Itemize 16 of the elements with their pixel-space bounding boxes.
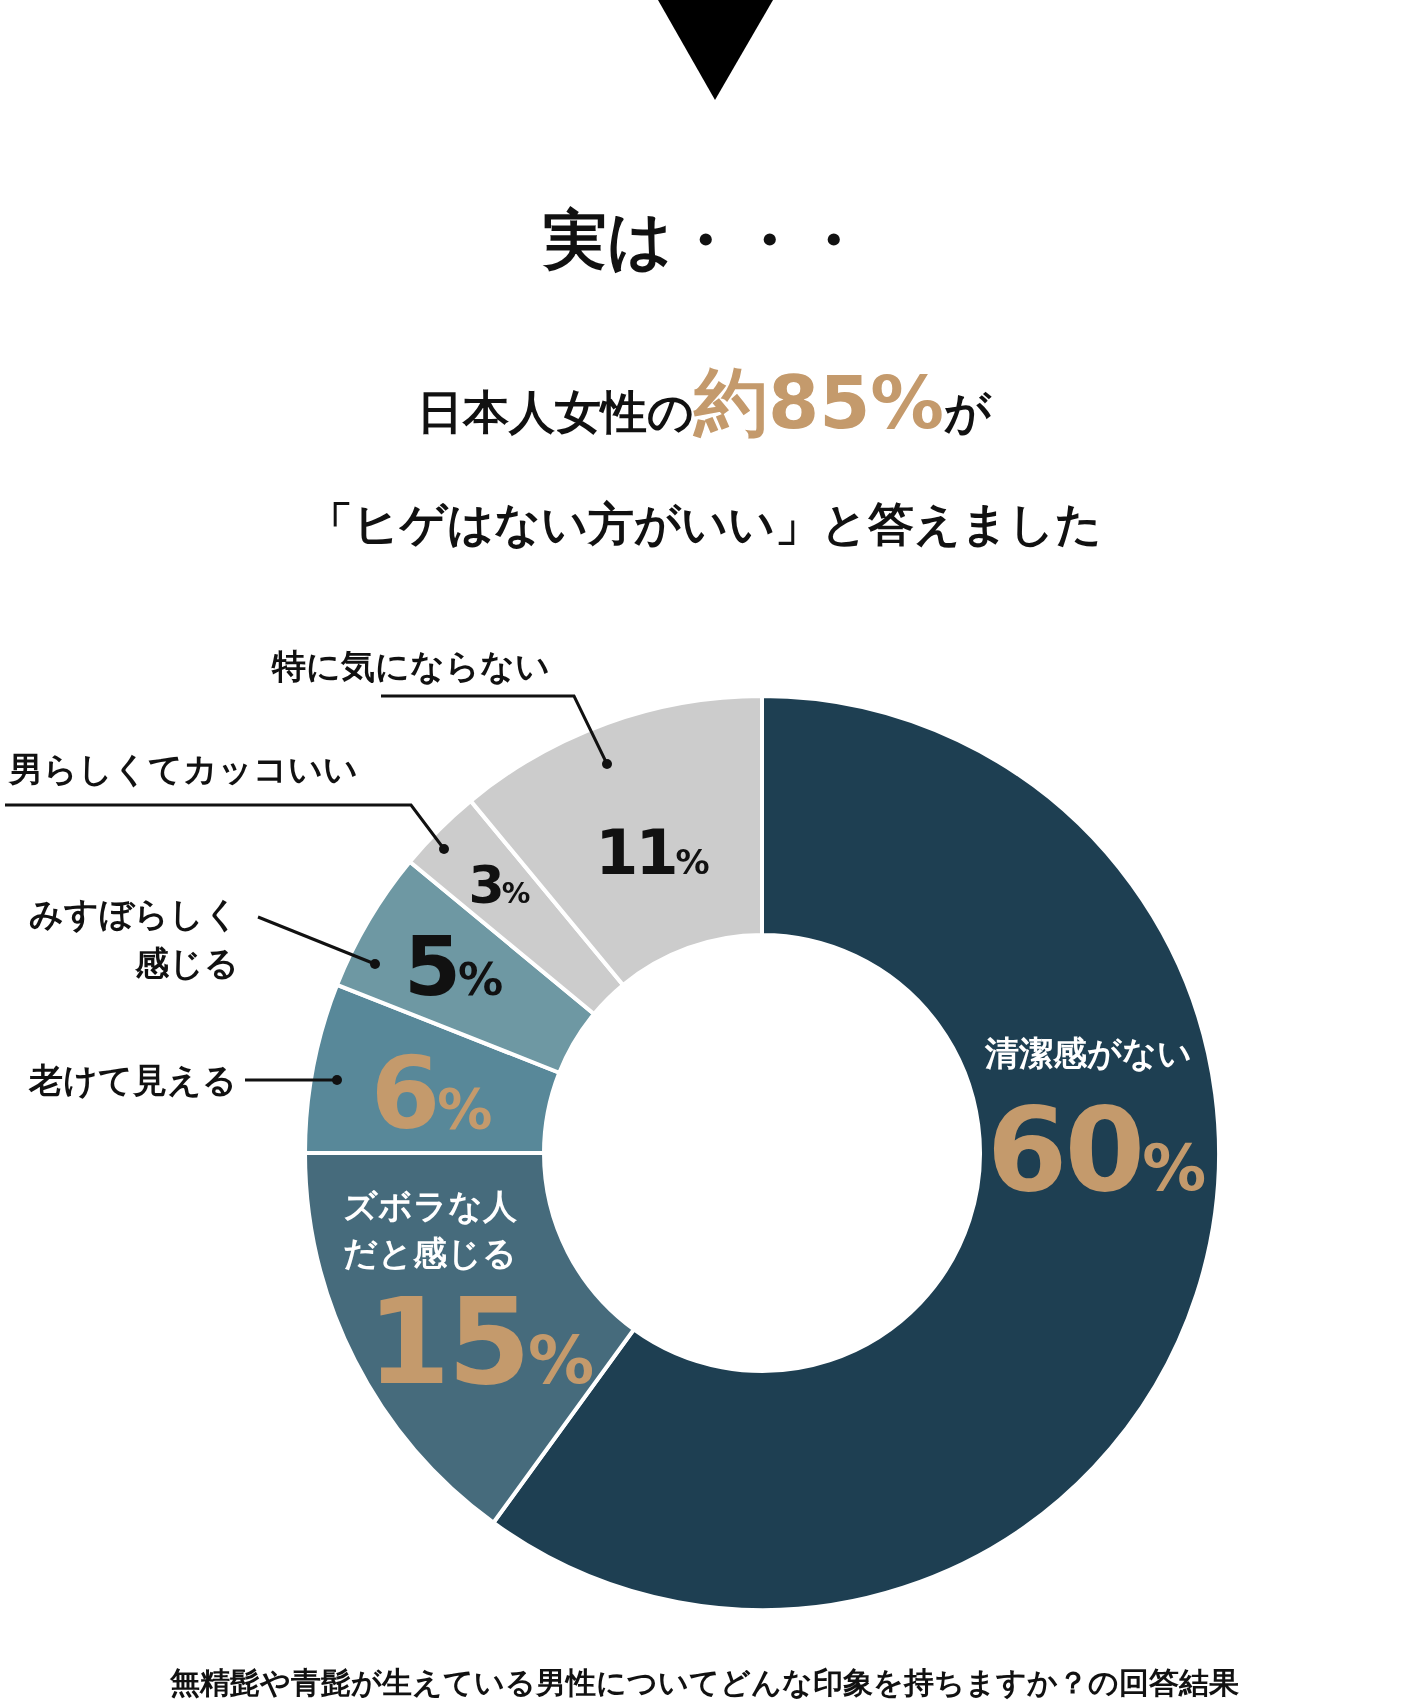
slice-label: みすぼらしく感じる: [29, 894, 239, 983]
slice-label: 男らしくてカッコいい: [8, 749, 358, 789]
slice-label: 老けて見える: [28, 1060, 237, 1100]
slice-label: 特に気にならない: [271, 646, 550, 686]
chart-subtitle: 日本人女性の約85%が: [416, 360, 993, 445]
data-label: 6%: [370, 1035, 492, 1152]
chart-title: 実は・・・: [542, 203, 865, 277]
data-label: 11%: [595, 816, 710, 889]
data-label: 60%: [986, 1082, 1205, 1217]
data-label: 15%: [366, 1272, 593, 1411]
slice-label: ズボラな人だと感じる: [343, 1186, 518, 1273]
text: 「ヒゲはない方がいい」と答えました: [306, 497, 1102, 551]
data-label: 5%: [403, 919, 502, 1014]
data-label: 3%: [468, 855, 530, 915]
slice-label: 清潔感がない: [983, 1033, 1192, 1073]
text: 無精髭や青髭が生えている男性についてどんな印象を持ちますか？の回答結果: [168, 1666, 1239, 1700]
